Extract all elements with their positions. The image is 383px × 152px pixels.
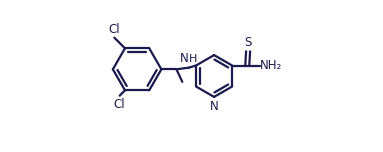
Text: NH₂: NH₂ — [260, 59, 283, 72]
Text: Cl: Cl — [113, 98, 124, 111]
Text: Cl: Cl — [108, 23, 120, 36]
Text: H: H — [189, 54, 198, 64]
Text: N: N — [210, 100, 218, 113]
Text: N: N — [179, 52, 188, 66]
Text: S: S — [244, 36, 252, 49]
